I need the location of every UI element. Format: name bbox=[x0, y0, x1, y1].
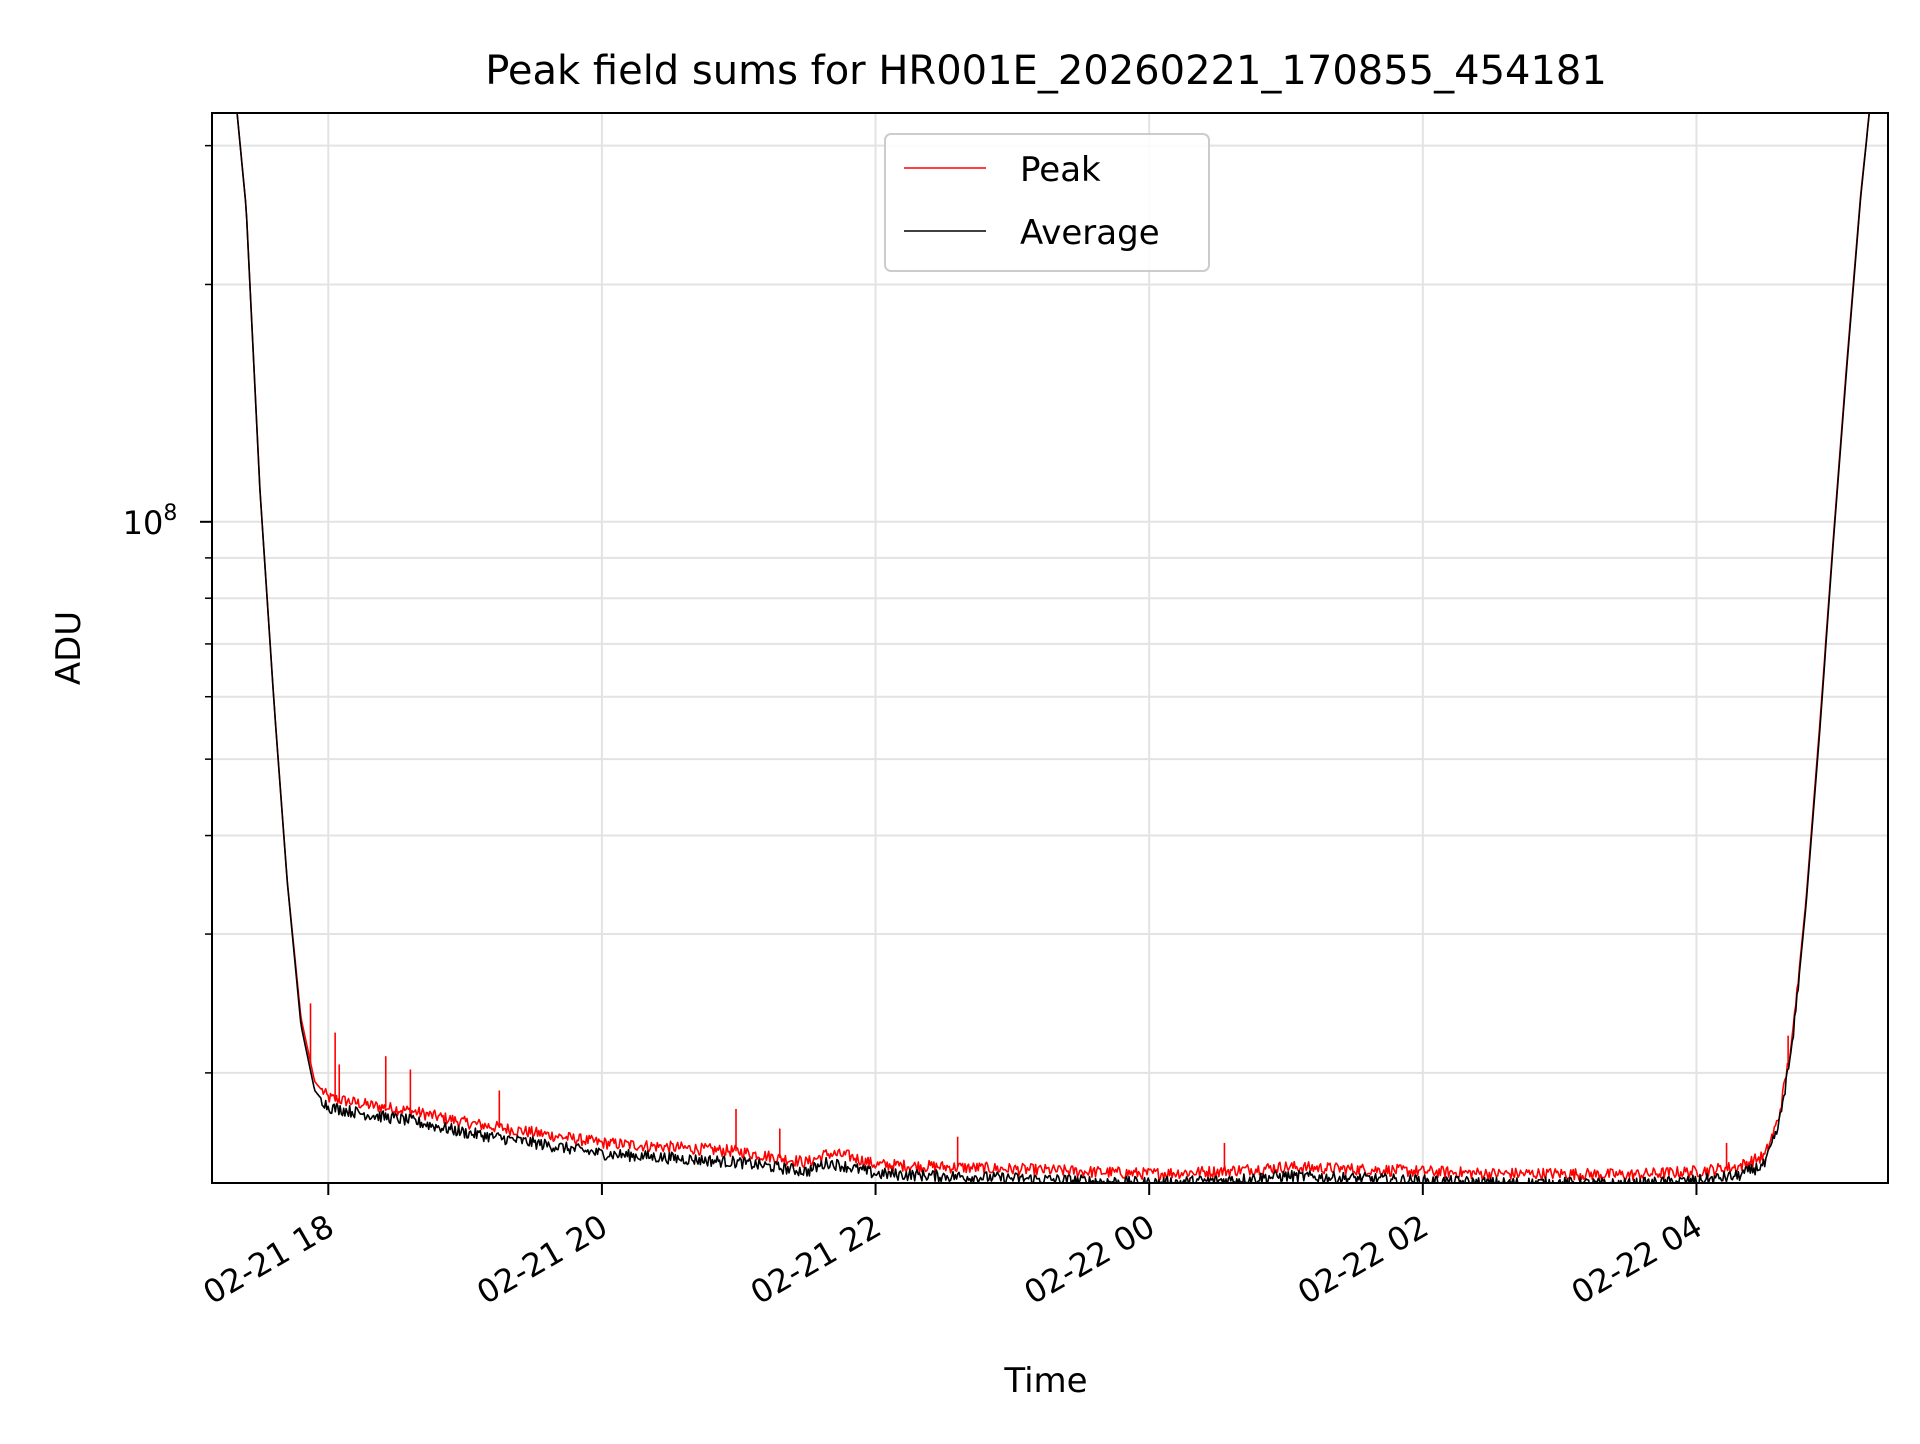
y-axis-ticks: 108 bbox=[123, 144, 212, 1074]
x-tick-label: 02-21 18 bbox=[197, 1207, 341, 1312]
x-tick-label: 02-22 00 bbox=[1018, 1207, 1162, 1312]
x-tick-label: 02-21 22 bbox=[744, 1207, 888, 1312]
grid-lines bbox=[212, 113, 1888, 1183]
x-tick-label: 02-21 20 bbox=[470, 1207, 614, 1312]
x-axis-ticks: 02-21 18 02-21 20 02-21 22 02-22 00 02-22 02… bbox=[197, 1183, 1709, 1312]
x-tick-label: 02-22 04 bbox=[1565, 1207, 1709, 1312]
y-tick-label: 108 bbox=[123, 501, 178, 542]
y-axis-label: ADU bbox=[49, 611, 89, 685]
x-axis-label: Time bbox=[1003, 1361, 1087, 1401]
series-line-average bbox=[236, 113, 1871, 1183]
plot-frame bbox=[211, 112, 1889, 1184]
x-tick-label: 02-22 02 bbox=[1291, 1207, 1435, 1312]
legend-label-peak: Peak bbox=[1020, 150, 1101, 190]
series-group bbox=[236, 113, 1871, 1183]
series-line-peak bbox=[236, 113, 1870, 1181]
legend: Peak Average bbox=[884, 133, 1210, 272]
legend-label-average: Average bbox=[1020, 213, 1160, 253]
chart-title: Peak field sums for HR001E_20260221_1708… bbox=[485, 48, 1607, 94]
